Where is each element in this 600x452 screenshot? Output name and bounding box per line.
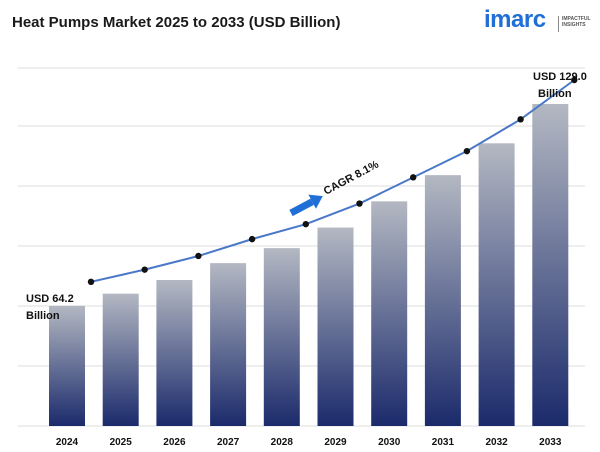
bar-2032: [478, 143, 515, 426]
start-value-line2: Billion: [26, 310, 60, 322]
bar-2025: [102, 293, 139, 426]
trend-point-2031: [463, 147, 471, 155]
trend-point-2032: [517, 116, 524, 123]
bar-2031: [424, 175, 461, 426]
x-tick-2032: 2032: [485, 437, 508, 448]
cagr-label: CAGR 8.1%: [322, 159, 381, 198]
end-value-line1: USD 129.0: [533, 71, 587, 83]
x-tick-2027: 2027: [217, 437, 240, 448]
trend-line: [87, 76, 578, 286]
bar-2028: [263, 248, 300, 426]
x-tick-2028: 2028: [271, 437, 294, 448]
start-value-line1: USD 64.2: [26, 293, 74, 305]
bar-2033: [532, 104, 569, 426]
trend-polyline: [90, 79, 575, 283]
x-tick-2030: 2030: [378, 437, 401, 448]
cagr-annotation: CAGR 8.1%: [289, 159, 381, 217]
x-axis-ticks: 2024 2025 2026 2027 2028 2029 2030 2031 2032 2033: [56, 437, 562, 448]
logo-tagline: IMPACTFUL INSIGHTS: [562, 16, 592, 28]
bars: [49, 104, 569, 426]
bar-2030: [371, 201, 408, 426]
logo-divider: [558, 16, 559, 32]
imarc-logo: imarc IMPACTFUL INSIGHTS: [484, 6, 592, 40]
start-value-annotation: USD 64.2 Billion: [26, 293, 74, 322]
logo-tagline-1: IMPACTFUL: [562, 16, 591, 22]
chart-title: Heat Pumps Market 2025 to 2033 (USD Bill…: [12, 14, 341, 31]
logo-wordmark: imarc: [484, 6, 546, 33]
x-tick-2025: 2025: [110, 437, 133, 448]
cagr-arrow-icon: [289, 194, 323, 217]
trend-point-2025: [141, 266, 148, 273]
bar-2027: [210, 263, 247, 426]
trend-point-2029: [356, 200, 363, 207]
x-tick-2026: 2026: [163, 437, 186, 448]
trend-point-2028: [302, 220, 309, 228]
x-tick-2029: 2029: [324, 437, 347, 448]
end-value-line2: Billion: [538, 88, 572, 100]
x-tick-2024: 2024: [56, 437, 79, 448]
x-tick-2033: 2033: [539, 437, 562, 448]
trend-point-2027: [248, 235, 256, 243]
end-value-annotation: USD 129.0 Billion: [533, 71, 587, 100]
logo-tagline-2: INSIGHTS: [562, 22, 586, 28]
bar-2024: [49, 305, 85, 426]
trend-point-2033: [571, 76, 578, 84]
trend-point-2030: [410, 174, 417, 181]
trend-point-2026: [195, 252, 202, 260]
trend-point-2024: [87, 278, 95, 286]
bar-2026: [156, 279, 193, 426]
x-tick-2031: 2031: [432, 437, 455, 448]
bar-2029: [317, 227, 354, 426]
